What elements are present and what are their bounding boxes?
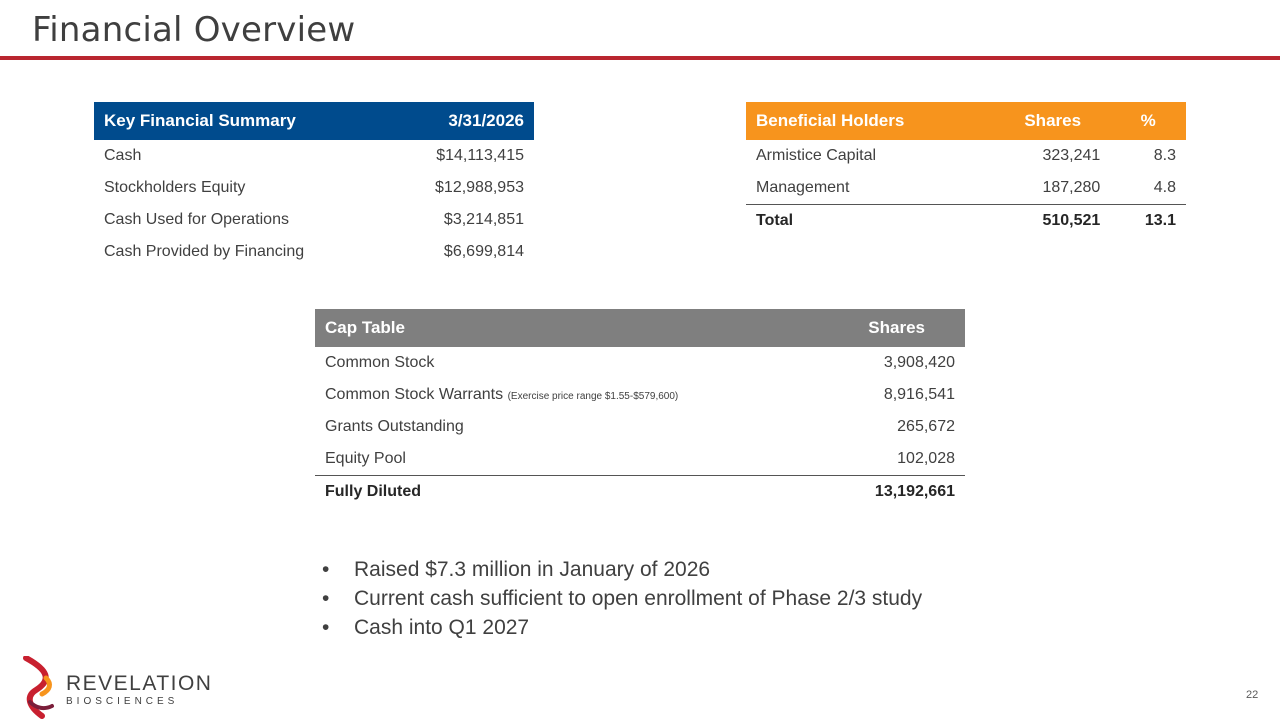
bullet-marker: • [322, 616, 330, 639]
title-divider [0, 56, 1280, 60]
total-row: Total 510,521 13.1 [746, 204, 1186, 237]
column-header-label: Cap Table [315, 309, 821, 347]
row-label: Cash [104, 147, 142, 164]
bullet-marker: • [322, 558, 330, 581]
list-item: • Raised $7.3 million in January of 2026 [322, 555, 922, 584]
row-value: $6,699,814 [443, 243, 524, 260]
row-label-text: Grants Outstanding [325, 418, 464, 435]
holder-percent: 4.8 [1153, 179, 1176, 196]
total-shares: 13,192,661 [820, 475, 965, 508]
row-shares: 102,028 [897, 450, 955, 467]
total-label: Fully Diluted [315, 475, 821, 508]
column-header-percent: % [1110, 102, 1186, 140]
row-label: Grants Outstanding [315, 411, 820, 443]
bullet-marker: • [322, 587, 330, 610]
logo-subtitle: BIOSCIENCES [66, 696, 179, 707]
row-label: Stockholders Equity [104, 179, 246, 196]
total-row: Fully Diluted 13,192,661 [315, 475, 965, 508]
column-header-holder: Beneficial Holders [746, 102, 996, 140]
holder-name: Management [756, 179, 850, 196]
total-label: Total [746, 204, 996, 237]
total-shares: 510,521 [995, 204, 1111, 237]
row-label: Common Stock Warrants (Exercise price ra… [315, 379, 820, 411]
helix-icon [23, 655, 54, 719]
row-shares: 265,672 [897, 418, 955, 435]
beneficial-holders-table: Beneficial Holders Shares % Armistice Ca… [746, 102, 1186, 237]
table-row: Cash Used for Operations $3,214,851 [94, 204, 534, 236]
table-row: Equity Pool 102,028 [315, 443, 965, 476]
row-label-text: Equity Pool [325, 450, 406, 467]
column-header-label: Key Financial Summary [94, 102, 389, 140]
key-financial-summary-table: Key Financial Summary 3/31/2026 Cash $14… [94, 102, 534, 268]
page-number: 22 [1246, 689, 1259, 701]
table-row: Management 187,280 4.8 [746, 172, 1186, 205]
column-header-date: 3/31/2026 [388, 102, 534, 140]
company-logo: REVELATION BIOSCIENCES [22, 655, 222, 720]
bullet-text: Cash into Q1 2027 [354, 616, 530, 639]
row-label: Cash Used for Operations [104, 211, 289, 228]
row-label: Cash Provided by Financing [104, 243, 305, 260]
row-value: $3,214,851 [443, 211, 524, 228]
list-item: • Current cash sufficient to open enrollm… [322, 584, 922, 613]
table-row: Grants Outstanding 265,672 [315, 411, 965, 443]
table-header-row: Beneficial Holders Shares % [746, 102, 1186, 140]
table-row: Common Stock Warrants (Exercise price ra… [315, 379, 965, 411]
table-row: Armistice Capital 323,241 8.3 [746, 140, 1186, 172]
cap-table: Cap Table Shares Common Stock 3,908,420 … [315, 309, 965, 508]
table-row: Cash Provided by Financing $6,699,814 [94, 236, 534, 268]
row-shares: 8,916,541 [883, 386, 955, 403]
highlights-list: • Raised $7.3 million in January of 2026 … [322, 555, 922, 642]
holder-shares: 187,280 [1042, 179, 1101, 196]
list-item: • Cash into Q1 2027 [322, 613, 922, 642]
bullet-text: Current cash sufficient to open enrollme… [354, 587, 923, 610]
row-label-text: Common Stock Warrants [325, 386, 504, 403]
row-shares: 3,908,420 [883, 354, 955, 371]
row-label-text: Common Stock [325, 354, 435, 371]
page-title: Financial Overview [32, 10, 356, 50]
total-percent: 13.1 [1110, 204, 1186, 237]
row-label: Equity Pool [315, 443, 820, 476]
holder-percent: 8.3 [1153, 147, 1176, 164]
table-row: Cash $14,113,415 [94, 140, 534, 172]
holder-shares: 323,241 [1042, 147, 1101, 164]
table-row: Common Stock 3,908,420 [315, 347, 965, 379]
exercise-price-note: (Exercise price range $1.55-$579,600) [507, 391, 679, 402]
bullet-text: Raised $7.3 million in January of 2026 [354, 558, 711, 581]
logo-name: REVELATION [66, 672, 213, 695]
row-value: $12,988,953 [435, 179, 524, 196]
column-header-shares: Shares [820, 309, 965, 347]
holder-name: Armistice Capital [756, 147, 877, 164]
table-row: Stockholders Equity $12,988,953 [94, 172, 534, 204]
table-header-row: Cap Table Shares [315, 309, 965, 347]
row-label: Common Stock [315, 347, 820, 379]
column-header-shares: Shares [995, 102, 1111, 140]
row-value: $14,113,415 [436, 147, 524, 164]
table-header-row: Key Financial Summary 3/31/2026 [94, 102, 534, 140]
